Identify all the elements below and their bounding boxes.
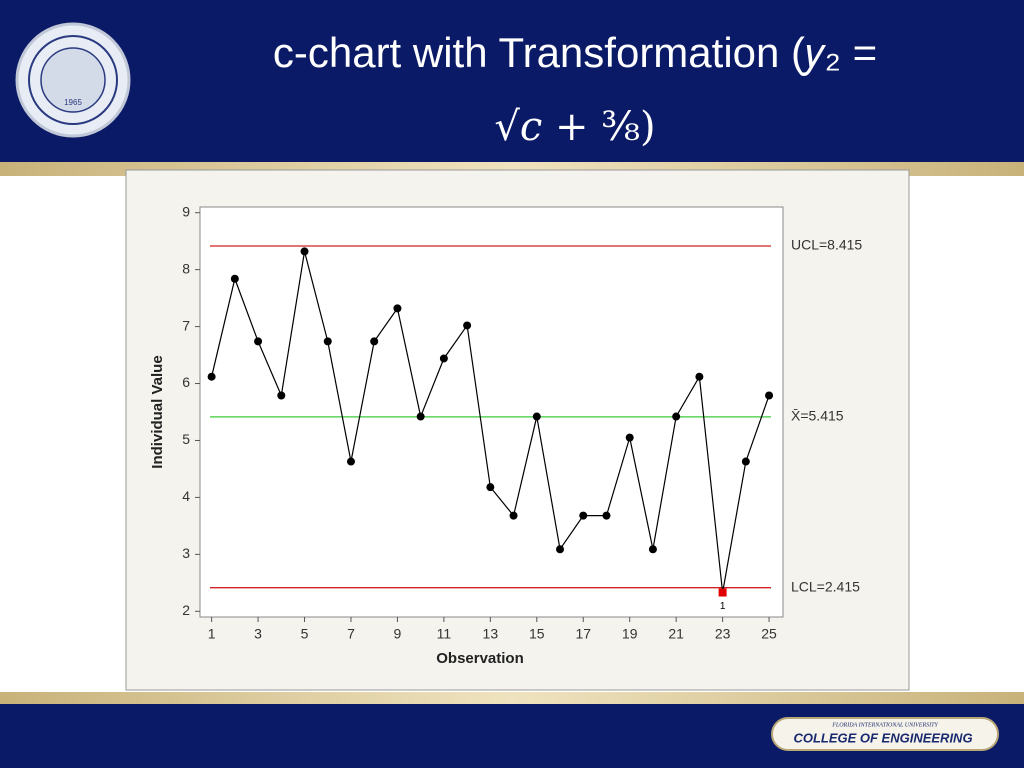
data-point: [416, 412, 425, 421]
data-point: [323, 337, 332, 346]
footer-stripe: [0, 692, 1024, 704]
x-tick-label: 11: [437, 626, 452, 642]
x-axis-label: Observation: [436, 650, 524, 667]
data-point: [602, 511, 611, 520]
data-point: [300, 247, 309, 256]
y-tick-label: 2: [182, 602, 190, 618]
out-of-control-point: [718, 588, 727, 597]
data-point: [346, 457, 355, 466]
data-point: [765, 391, 774, 400]
y-tick-label: 6: [182, 374, 190, 390]
data-point: [556, 545, 565, 554]
x-tick-label: 25: [761, 626, 777, 642]
seal-year: 1965: [64, 98, 82, 107]
data-point: [439, 354, 448, 363]
data-point: [532, 412, 541, 421]
university-name: FLORIDA INTERNATIONAL UNIVERSITY: [831, 722, 938, 728]
x-tick-label: 23: [715, 626, 731, 642]
data-point: [509, 511, 518, 520]
y-axis-label: Individual Value: [149, 355, 166, 468]
x-tick-label: 3: [254, 626, 262, 642]
title-line: c-chart with Transformation (𝑦₂ =: [273, 29, 877, 76]
header-band: [0, 0, 1024, 162]
y-tick-label: 9: [182, 203, 190, 219]
data-point: [625, 433, 634, 442]
data-point: [695, 372, 704, 381]
data-point: [648, 545, 657, 554]
control-label: X̄=5.415: [791, 408, 844, 424]
y-tick-label: 8: [182, 260, 190, 276]
data-point: [672, 412, 681, 421]
y-tick-label: 7: [182, 317, 190, 333]
y-tick-label: 5: [182, 431, 190, 447]
data-point: [230, 274, 239, 283]
point-annotation: 1: [720, 601, 726, 612]
plot-area: [199, 206, 784, 618]
x-tick-label: 5: [301, 626, 309, 642]
data-point: [486, 483, 495, 492]
data-point: [741, 457, 750, 466]
data-point: [254, 337, 263, 346]
x-tick-label: 7: [347, 626, 355, 642]
y-tick-label: 3: [182, 545, 190, 561]
data-point: [370, 337, 379, 346]
x-tick-label: 9: [394, 626, 402, 642]
control-label: LCL=2.415: [791, 578, 860, 594]
x-tick-label: 15: [529, 626, 545, 642]
data-point: [393, 304, 402, 313]
seal: 1965: [15, 22, 131, 138]
x-tick-label: 13: [483, 626, 499, 642]
x-tick-label: 21: [668, 626, 684, 642]
title-line: √𝑐 + ³⁄₈): [494, 104, 655, 150]
college-name: COLLEGE OF ENGINEERING: [793, 730, 972, 745]
data-point: [207, 372, 216, 381]
footer-logo: FLORIDA INTERNATIONAL UNIVERSITY COLLEGE…: [771, 717, 999, 751]
x-tick-label: 17: [575, 626, 591, 642]
y-tick-label: 4: [182, 488, 190, 504]
data-point: [277, 391, 286, 400]
x-tick-label: 19: [622, 626, 638, 642]
data-point: [463, 321, 472, 330]
x-tick-label: 1: [208, 626, 216, 642]
control-label: UCL=8.415: [791, 237, 862, 253]
data-point: [579, 511, 588, 520]
